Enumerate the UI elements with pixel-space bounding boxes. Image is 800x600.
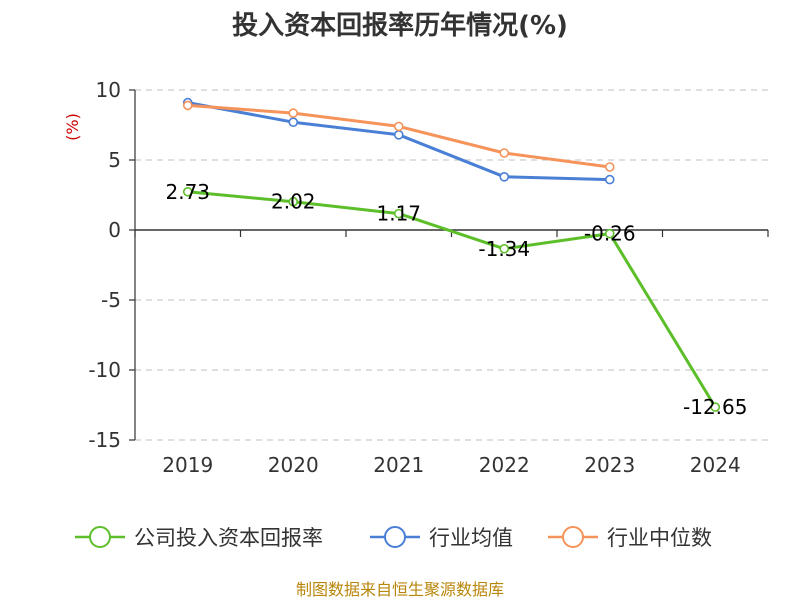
- x-tick-label: 2022: [479, 453, 530, 477]
- data-point: [499, 148, 510, 158]
- y-tick-label: 10: [96, 78, 121, 102]
- data-point: [182, 100, 193, 111]
- series-line: [187, 190, 717, 408]
- grid-lines: [135, 89, 768, 441]
- data-label: -0.26: [584, 222, 636, 246]
- data-point: [499, 172, 510, 182]
- x-tick-label: 2020: [268, 453, 319, 477]
- data-label: -1.34: [478, 237, 530, 261]
- data-label: 2.02: [271, 190, 316, 214]
- legend-label: 公司投入资本回报率: [134, 526, 323, 550]
- data-point: [288, 108, 299, 118]
- y-tick-label: -10: [88, 358, 121, 382]
- data-point: [393, 130, 404, 140]
- series-lines: [182, 97, 721, 412]
- data-point: [499, 243, 510, 254]
- chart-title: 投入资本回报率历年情况(%): [232, 10, 568, 41]
- data-labels: 2.73 2.02 1.17 -1.34 -0.26 -12.65: [165, 180, 747, 419]
- legend-marker: [562, 526, 584, 548]
- data-label: 1.17: [376, 202, 421, 226]
- legend-label: 行业均值: [429, 526, 513, 550]
- legend: 公司投入资本回报率 行业均值 行业中位数: [75, 526, 712, 550]
- data-label: -12.65: [683, 395, 747, 419]
- data-point: [393, 208, 404, 219]
- y-tick-label: 0: [108, 218, 121, 242]
- y-axis-label: (%): [63, 113, 82, 141]
- series-line: [187, 101, 610, 182]
- data-point: [604, 174, 615, 185]
- data-point: [604, 162, 615, 172]
- legend-marker: [89, 526, 111, 548]
- x-tick-label: 2024: [690, 453, 741, 477]
- source-note: 制图数据来自恒生聚源数据库: [296, 580, 504, 599]
- legend-label: 行业中位数: [607, 526, 712, 550]
- data-point: [710, 402, 721, 412]
- x-tick-label: 2021: [373, 453, 424, 477]
- axes: 10 5 0 -5 -10 -15 2019 2020 2021 2022 2023 2024: [88, 78, 769, 477]
- data-point: [604, 228, 615, 239]
- legend-marker: [384, 526, 406, 548]
- x-tick-label: 2023: [584, 453, 635, 477]
- data-point: [182, 186, 193, 197]
- data-point: [288, 196, 299, 207]
- y-tick-label: 5: [108, 148, 121, 172]
- data-point: [288, 117, 299, 127]
- y-tick-label: -5: [101, 288, 121, 312]
- data-label: 2.73: [165, 180, 210, 204]
- data-point: [393, 121, 404, 132]
- y-tick-label: -15: [88, 428, 121, 452]
- x-tick-label: 2019: [162, 453, 213, 477]
